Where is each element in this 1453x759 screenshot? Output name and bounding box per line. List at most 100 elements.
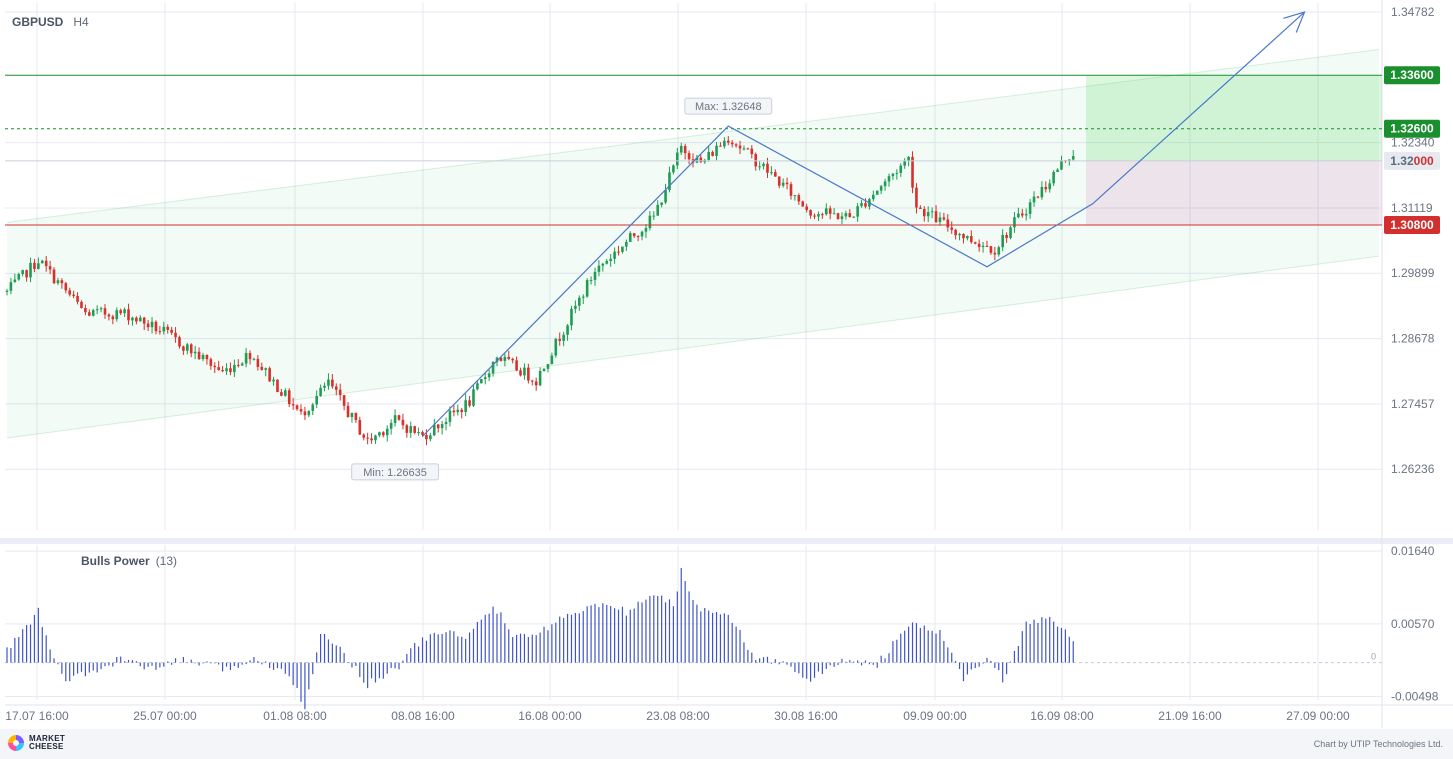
candle-body-249 xyxy=(981,245,985,248)
trend-channel-upper xyxy=(6,49,1380,223)
candle-body-190 xyxy=(750,148,754,155)
candle-body-271 xyxy=(1068,159,1071,161)
candle-body-173 xyxy=(683,145,687,154)
candle-body-81 xyxy=(323,385,326,388)
footer: MARKET CHEESE Chart by UTIP Technologies… xyxy=(0,729,1453,759)
candle-body-204 xyxy=(805,206,808,211)
candle-body-97 xyxy=(385,428,389,436)
candle-body-79 xyxy=(315,395,318,405)
candle-body-6 xyxy=(29,262,32,278)
candle-body-251 xyxy=(989,246,993,253)
candle-body-152 xyxy=(601,263,605,266)
candle-body-34 xyxy=(138,317,142,322)
candle-body-158 xyxy=(625,241,628,247)
candle-body-94 xyxy=(374,435,377,441)
candle-body-201 xyxy=(793,195,797,197)
candle-body-53 xyxy=(213,365,217,368)
candle-body-74 xyxy=(295,405,299,410)
time-tick-8: 16.09 08:00 xyxy=(1030,709,1094,723)
candle-body-69 xyxy=(276,379,279,393)
candle-body-66 xyxy=(264,368,268,370)
candle-body-128 xyxy=(507,356,511,359)
candle-body-134 xyxy=(530,380,534,382)
candle-body-135 xyxy=(534,381,538,386)
candle-body-106 xyxy=(421,432,424,435)
candle-body-232 xyxy=(915,187,918,208)
candle-body-269 xyxy=(1060,160,1063,170)
candle-body-99 xyxy=(393,415,397,424)
candle-body-252 xyxy=(993,252,997,255)
candle-body-86 xyxy=(342,395,346,406)
brand-line-2: CHEESE xyxy=(29,742,64,751)
candle-body-29 xyxy=(119,310,122,314)
candle-body-107 xyxy=(425,434,428,440)
brand-line-1: MARKET xyxy=(29,734,66,743)
candle-body-52 xyxy=(209,359,213,366)
candle-body-198 xyxy=(781,182,785,186)
candle-body-5 xyxy=(25,270,28,278)
candle-body-64 xyxy=(256,358,260,367)
candle-body-62 xyxy=(248,353,252,360)
candle-body-127 xyxy=(503,356,507,361)
candle-body-108 xyxy=(429,435,432,440)
level-label-entry-dashed: 1.32600 xyxy=(1390,122,1434,136)
candle-body-260 xyxy=(1024,213,1028,216)
candle-body-102 xyxy=(405,425,409,433)
candle-body-37 xyxy=(150,321,154,328)
brand-logo: MARKET CHEESE xyxy=(8,735,65,751)
pane-separator xyxy=(0,538,1453,544)
candle-body-230 xyxy=(907,156,910,161)
candle-body-18 xyxy=(76,295,79,302)
candle-body-258 xyxy=(1017,213,1020,218)
candle-body-254 xyxy=(1001,234,1004,248)
candle-body-146 xyxy=(578,297,581,306)
candle-body-180 xyxy=(711,151,714,157)
candle-body-30 xyxy=(123,309,126,314)
candle-body-243 xyxy=(958,233,961,236)
candle-body-92 xyxy=(366,437,369,439)
candle-body-35 xyxy=(142,317,146,324)
candle-body-10 xyxy=(44,260,48,267)
candle-body-244 xyxy=(962,233,965,239)
candle-body-110 xyxy=(436,424,440,429)
candle-body-40 xyxy=(162,326,166,332)
candle-body-195 xyxy=(770,172,773,174)
candle-body-71 xyxy=(284,390,287,396)
candle-body-61 xyxy=(244,353,248,364)
candle-body-77 xyxy=(307,410,311,416)
candle-body-192 xyxy=(758,166,761,168)
candle-body-142 xyxy=(562,334,565,341)
candle-body-59 xyxy=(236,364,240,366)
candle-body-11 xyxy=(48,266,52,270)
candle-body-138 xyxy=(546,364,550,369)
trend-channel xyxy=(7,49,1379,438)
candle-body-125 xyxy=(495,357,499,363)
candle-body-216 xyxy=(852,216,856,218)
candle-body-255 xyxy=(1005,234,1008,238)
price-tick-3: 1.29899 xyxy=(1391,266,1435,280)
candle-body-117 xyxy=(464,400,467,413)
candle-body-174 xyxy=(687,153,691,160)
candle-body-266 xyxy=(1048,183,1052,190)
candle-body-111 xyxy=(440,424,444,429)
candle-body-164 xyxy=(648,215,652,229)
current-price-main: 1.32 xyxy=(1390,154,1414,168)
candle-body-56 xyxy=(225,368,228,372)
candle-body-65 xyxy=(260,366,264,370)
candle-body-144 xyxy=(570,308,573,326)
candle-body-160 xyxy=(632,233,636,237)
candle-body-171 xyxy=(676,152,679,166)
price-tick-0: 1.34782 xyxy=(1391,5,1435,19)
candle-body-104 xyxy=(413,426,416,433)
candle-body-211 xyxy=(832,213,836,215)
candle-body-197 xyxy=(777,176,781,186)
candle-body-60 xyxy=(240,363,244,366)
candle-body-226 xyxy=(891,173,895,177)
candle-body-209 xyxy=(824,208,828,215)
candle-body-159 xyxy=(628,233,632,242)
candle-body-182 xyxy=(719,145,722,147)
candle-body-119 xyxy=(472,389,475,406)
candle-body-206 xyxy=(813,215,816,217)
price-tick-4: 1.28678 xyxy=(1391,332,1435,346)
